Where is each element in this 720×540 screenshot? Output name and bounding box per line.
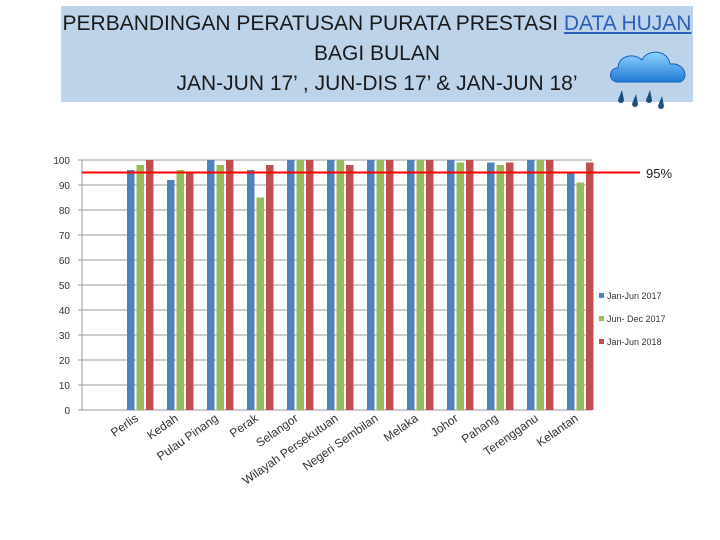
legend-swatch (599, 339, 604, 344)
title-line-2: BAGI BULAN (313, 42, 441, 65)
x-tick-label: Johor (428, 411, 461, 440)
bar (487, 162, 495, 410)
legend-swatch (599, 293, 604, 298)
bar (136, 165, 144, 410)
bar (386, 160, 394, 410)
bar (127, 170, 135, 410)
legend-label: Jan-Jun 2018 (607, 337, 662, 347)
bar (527, 160, 535, 410)
title-line-1: PERBANDINGAN PERATUSAN PURATA PRESTASI D… (61, 12, 693, 36)
legend-label: Jan-Jun 2017 (607, 291, 662, 301)
bar (376, 160, 384, 410)
title-link[interactable]: DATA HUJAN (563, 12, 692, 35)
reference-line-label: 95% (646, 166, 673, 181)
y-tick-label: 10 (59, 381, 71, 392)
bar (346, 165, 354, 410)
bar (576, 182, 584, 410)
bar (207, 160, 215, 410)
bar (416, 160, 424, 410)
bar (407, 160, 415, 410)
bar (586, 162, 594, 410)
title-box: PERBANDINGAN PERATUSAN PURATA PRESTASI D… (61, 6, 693, 102)
bar (496, 165, 504, 410)
bar (546, 160, 554, 410)
legend-swatch (599, 316, 604, 321)
bar (247, 170, 255, 410)
bar (266, 165, 274, 410)
bar (567, 172, 575, 410)
bar (466, 160, 474, 410)
bar (506, 162, 514, 410)
y-tick-label: 0 (64, 406, 70, 417)
title-line-3: JAN-JUN 17’ , JUN-DIS 17’ & JAN-JUN 18’ (176, 72, 578, 95)
bar (456, 162, 464, 410)
rain-cloud-icon (610, 51, 686, 109)
bar (256, 197, 264, 410)
y-tick-label: 50 (59, 281, 71, 292)
y-tick-label: 80 (59, 206, 71, 217)
bar (327, 160, 335, 410)
bar (186, 172, 194, 410)
y-tick-label: 60 (59, 256, 71, 267)
legend-label: Jun- Dec 2017 (607, 314, 666, 324)
bar (447, 160, 455, 410)
x-tick-label: Kelantan (534, 411, 581, 450)
bar (367, 160, 375, 410)
y-tick-label: 20 (59, 356, 71, 367)
bar (226, 160, 234, 410)
bar (167, 180, 175, 410)
y-tick-label: 30 (59, 331, 71, 342)
bar (216, 165, 224, 410)
bar (306, 160, 314, 410)
y-tick-label: 100 (53, 156, 70, 167)
bar (176, 170, 184, 410)
bar (296, 160, 304, 410)
y-tick-label: 90 (59, 181, 71, 192)
y-tick-label: 40 (59, 306, 71, 317)
x-tick-label: Melaka (381, 411, 421, 445)
bar (287, 160, 295, 410)
y-tick-label: 70 (59, 231, 71, 242)
x-tick-label: Perlis (108, 411, 141, 440)
bar (536, 160, 544, 410)
bar (146, 160, 154, 410)
bar (426, 160, 434, 410)
bar (336, 160, 344, 410)
title-prefix: PERBANDINGAN PERATUSAN PURATA PRESTASI (62, 12, 564, 35)
